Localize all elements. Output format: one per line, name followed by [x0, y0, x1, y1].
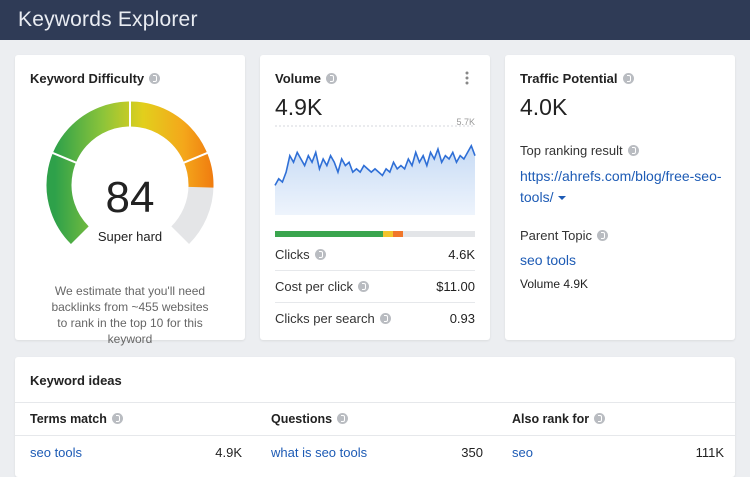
header-bar: [0, 0, 750, 40]
keyword-volume: 4.9K: [215, 445, 242, 460]
ideas-card: [15, 357, 735, 477]
help-icon[interactable]: [111, 413, 123, 424]
difficulty-title-row: Keyword Difficulty: [30, 71, 161, 86]
metric-value: $11.00: [436, 279, 475, 294]
divider: [15, 402, 735, 403]
metric-value: 4.6K: [448, 247, 475, 262]
label: Parent Topic: [520, 228, 593, 243]
volume-trend: 5.7K: [274, 117, 476, 215]
help-icon[interactable]: [326, 73, 337, 84]
keyword-volume: 350: [461, 445, 483, 460]
help-icon[interactable]: [358, 281, 370, 292]
traffic-card: [505, 55, 735, 340]
column-header: Questions: [271, 412, 349, 426]
parent-topic-link[interactable]: seo tools: [520, 252, 577, 268]
app-title: Keywords Explorer: [18, 8, 198, 31]
clicks-split-bar: [275, 231, 475, 237]
difficulty-rating: Super hard: [97, 229, 163, 244]
divider: [275, 270, 475, 271]
help-icon[interactable]: [314, 249, 326, 260]
difficulty-score: 84: [105, 173, 155, 222]
label: Cost per click: [275, 279, 354, 294]
label: Top ranking result: [520, 143, 623, 158]
dropdown-caret[interactable]: [557, 194, 567, 202]
header: Also rank for: [512, 412, 590, 426]
card-title: Volume: [275, 71, 321, 86]
divider: [275, 302, 475, 303]
difficulty-note: We estimate that you'll need backlinks f…: [51, 284, 209, 346]
gauge-value-arc: [46, 101, 214, 245]
header: Terms match: [30, 412, 107, 426]
label: Clicks per search: [275, 311, 375, 326]
metric-label: Clicks: [275, 247, 326, 262]
max-label: 5.7K: [456, 117, 475, 127]
column-header: Also rank for: [512, 412, 606, 426]
help-icon[interactable]: [597, 230, 609, 241]
keyword-link[interactable]: seo: [512, 445, 533, 460]
card-title: Keyword Difficulty: [30, 71, 145, 86]
traffic-value: 4.0K: [520, 94, 568, 120]
help-icon[interactable]: [337, 413, 349, 424]
header: Questions: [271, 412, 333, 426]
top-result-row: Top ranking result: [520, 143, 639, 158]
url[interactable]: https://ahrefs.com/blog/free-seo-tools/: [520, 168, 722, 205]
card-title: Traffic Potential: [520, 71, 618, 86]
top-result-link[interactable]: https://ahrefs.com/blog/free-seo-tools/: [520, 166, 722, 208]
column-header: Terms match: [30, 412, 123, 426]
parent-topic-row: Parent Topic: [520, 228, 609, 243]
metric-label: Clicks per search: [275, 311, 391, 326]
volume-title-row: Volume: [275, 71, 337, 86]
gauge-separator: [182, 151, 209, 165]
help-icon[interactable]: [149, 73, 161, 84]
ideas-title: Keyword ideas: [30, 373, 122, 388]
traffic-title-row: Traffic Potential: [520, 71, 634, 86]
metric-value: 0.93: [449, 311, 475, 326]
parent-volume: Volume 4.9K: [520, 277, 589, 291]
help-icon[interactable]: [627, 145, 639, 156]
help-icon[interactable]: [622, 73, 634, 84]
keyword-link[interactable]: seo tools: [30, 445, 83, 460]
metric-label: Cost per click: [275, 279, 370, 294]
help-icon[interactable]: [379, 313, 391, 324]
divider: [15, 435, 735, 436]
more-menu[interactable]: [463, 70, 471, 86]
help-icon[interactable]: [594, 413, 606, 424]
gauge-separator: [51, 151, 78, 165]
label: Clicks: [275, 247, 310, 262]
volume-value: 4.9K: [275, 94, 323, 120]
trend-line: [274, 143, 476, 186]
keyword-volume: 111K: [695, 445, 724, 460]
keyword-link[interactable]: what is seo tools: [271, 445, 368, 460]
difficulty-gauge: [46, 100, 214, 245]
